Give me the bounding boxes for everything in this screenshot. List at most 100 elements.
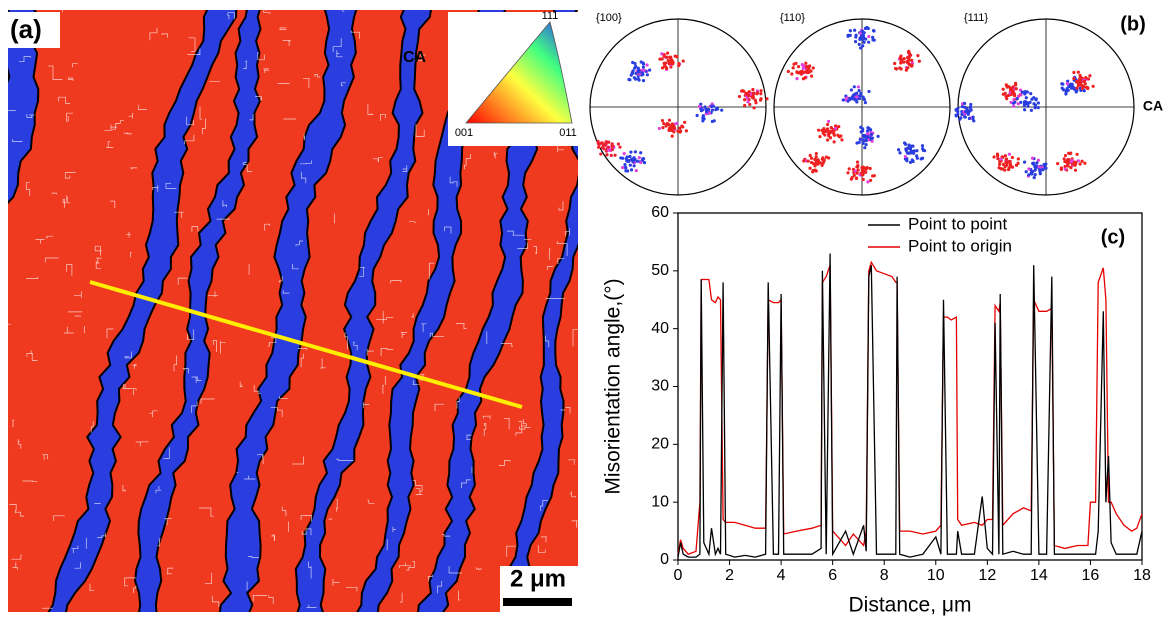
- pole-point: [1063, 153, 1068, 158]
- boundary: [161, 33, 168, 38]
- pole-point: [1016, 161, 1020, 165]
- pole-point: [866, 126, 870, 130]
- pole-point: [1088, 74, 1092, 78]
- boundary: [252, 595, 267, 602]
- pole-point: [747, 90, 751, 94]
- boundary: [300, 160, 312, 165]
- pole-point: [641, 79, 646, 83]
- pole-point: [846, 34, 850, 38]
- boundary: [482, 415, 491, 420]
- boundary: [257, 454, 264, 465]
- boundary: [414, 54, 426, 62]
- pole-point: [1016, 157, 1020, 161]
- boundary: [177, 277, 188, 285]
- pole-point: [753, 98, 757, 102]
- boundary: [110, 200, 116, 208]
- pole-point: [908, 146, 913, 150]
- boundary: [173, 355, 177, 372]
- boundary: [303, 77, 310, 88]
- pole-point: [1003, 168, 1007, 172]
- boundary: [25, 182, 31, 196]
- pole-point: [596, 141, 600, 146]
- boundary: [367, 499, 375, 504]
- boundary: [249, 114, 254, 121]
- pole-point: [841, 98, 845, 102]
- boundary: [271, 534, 275, 541]
- pole-point: [679, 129, 683, 133]
- boundary: [376, 316, 394, 320]
- pole-point: [1062, 157, 1066, 161]
- pole-point: [705, 110, 709, 114]
- pole-point: [1001, 87, 1005, 91]
- boundary: [507, 230, 525, 236]
- boundary: [303, 133, 305, 141]
- boundary: [308, 561, 312, 579]
- pole-point: [747, 94, 751, 98]
- boundary: [31, 353, 38, 361]
- pole-point: [597, 145, 601, 149]
- pole-point: [866, 26, 870, 31]
- boundary: [122, 384, 131, 390]
- pole-point: [826, 119, 831, 124]
- pole-point: [1042, 163, 1046, 167]
- pole-point: [960, 105, 964, 109]
- pole-point: [661, 125, 665, 130]
- boundary: [314, 74, 321, 78]
- boundary: [342, 10, 350, 12]
- boundary: [242, 162, 252, 172]
- boundary: [515, 421, 523, 436]
- pole-point: [623, 165, 628, 170]
- pole-point: [1036, 106, 1040, 110]
- grain-band: [506, 37, 578, 612]
- boundary: [444, 226, 452, 234]
- pole-point: [905, 60, 910, 64]
- pole-point: [826, 138, 830, 142]
- pole-point: [634, 168, 638, 173]
- pole-point: [660, 52, 664, 56]
- boundary: [132, 364, 137, 369]
- legend-label: Point to origin: [908, 236, 1012, 255]
- pole-point: [862, 135, 866, 139]
- y-tick-label: 30: [651, 378, 669, 395]
- pole-point: [667, 61, 671, 65]
- pole-point: [1081, 85, 1086, 89]
- pole-point: [1072, 76, 1076, 81]
- pole-point: [1075, 86, 1079, 90]
- pole-point: [858, 37, 862, 41]
- pole-point: [660, 118, 665, 123]
- pole-point: [820, 128, 824, 132]
- y-tick-label: 10: [651, 493, 669, 510]
- boundary: [18, 56, 31, 63]
- pole-point: [852, 173, 856, 178]
- pole-point: [864, 170, 868, 174]
- pole-point: [848, 29, 852, 33]
- pole-point: [1074, 160, 1078, 164]
- pole-point: [872, 38, 876, 42]
- pole-point: [905, 159, 909, 163]
- pole-point: [828, 136, 833, 140]
- boundary: [123, 132, 132, 135]
- pole-point: [827, 156, 831, 160]
- boundary: [476, 567, 482, 570]
- pole-point: [999, 157, 1003, 161]
- grain-band: [8, 10, 41, 205]
- boundary: [537, 545, 546, 553]
- boundary: [201, 118, 206, 135]
- boundary: [263, 68, 270, 73]
- boundary: [493, 151, 498, 159]
- boundary: [367, 104, 374, 115]
- pole-point: [1010, 155, 1015, 160]
- boundary: [461, 479, 471, 488]
- pole-point: [1068, 151, 1072, 156]
- ipf-label: 111: [542, 10, 559, 22]
- pole-point: [869, 132, 874, 137]
- boundary: [122, 484, 127, 492]
- pole-point: [631, 71, 635, 75]
- pole-point: [711, 104, 716, 108]
- boundary: [44, 257, 59, 263]
- pole-point: [907, 49, 911, 53]
- pole-point: [1032, 96, 1036, 100]
- pole-point: [861, 177, 865, 182]
- boundary: [521, 419, 527, 427]
- pole-point: [1084, 75, 1088, 80]
